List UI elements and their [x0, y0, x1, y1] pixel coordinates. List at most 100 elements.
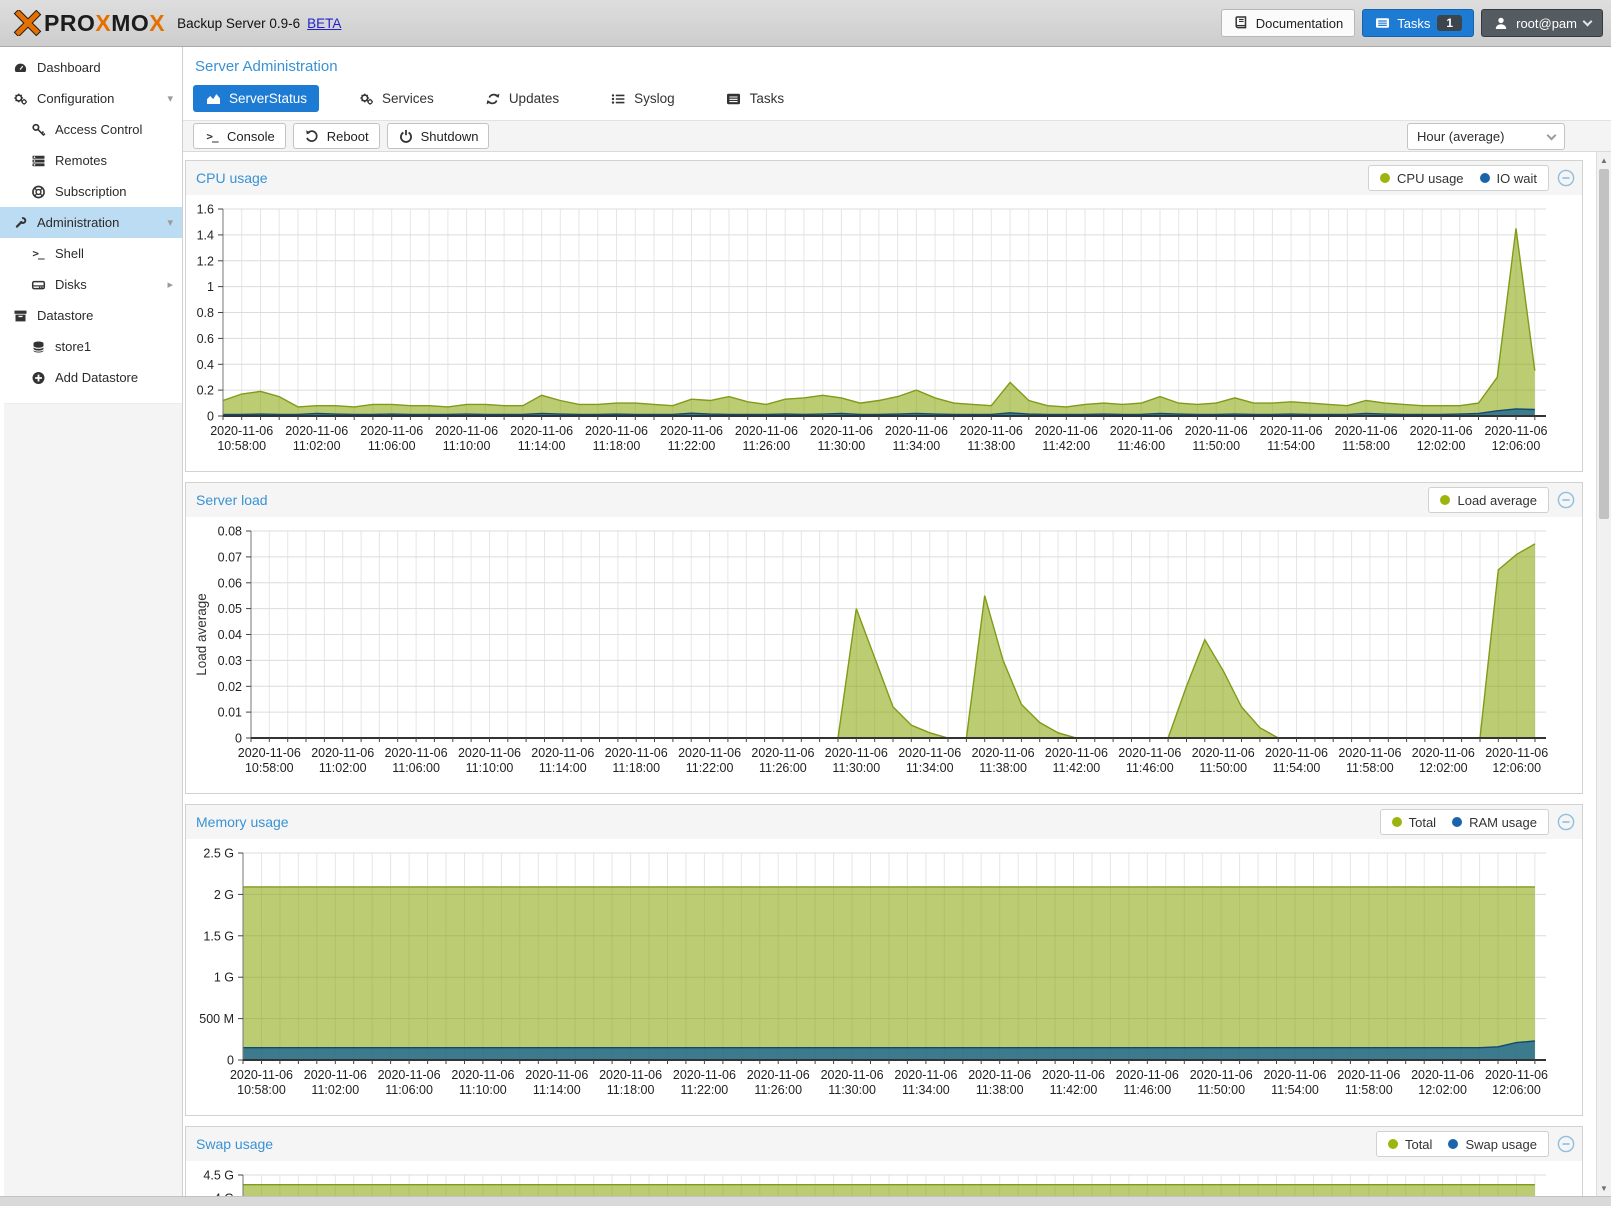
collapse-panel-button[interactable] — [1557, 169, 1575, 187]
svg-text:2020-11-0612:02:00: 2020-11-0612:02:00 — [1410, 424, 1473, 453]
svg-text:1.2: 1.2 — [197, 254, 214, 268]
tab-services[interactable]: Services — [346, 85, 446, 112]
svg-text:2020-11-0611:06:00: 2020-11-0611:06:00 — [360, 424, 423, 453]
svg-text:2020-11-0611:26:00: 2020-11-0611:26:00 — [735, 424, 798, 453]
tasks-button[interactable]: Tasks 1 — [1362, 9, 1474, 37]
svg-text:0.8: 0.8 — [197, 306, 214, 320]
svg-text:2020-11-0611:54:00: 2020-11-0611:54:00 — [1260, 424, 1323, 453]
svg-text:2020-11-0611:18:00: 2020-11-0611:18:00 — [585, 424, 648, 453]
tab-serverstatus[interactable]: ServerStatus — [193, 85, 319, 112]
documentation-button[interactable]: Documentation — [1221, 9, 1355, 37]
panel-title: Swap usage — [196, 1136, 273, 1152]
header-actions: Documentation Tasks 1 root@pam — [1221, 9, 1603, 37]
svg-text:2020-11-0611:14:00: 2020-11-0611:14:00 — [510, 424, 573, 453]
svg-text:2020-11-0611:54:00: 2020-11-0611:54:00 — [1263, 1068, 1326, 1097]
svg-text:2020-11-0611:18:00: 2020-11-0611:18:00 — [605, 746, 668, 775]
dashboard-icon — [12, 60, 28, 75]
reboot-button[interactable]: Reboot — [293, 123, 380, 149]
panel-header: CPU usage CPU usageIO wait — [186, 161, 1582, 195]
svg-text:2020-11-0610:58:00: 2020-11-0610:58:00 — [230, 1068, 293, 1097]
proxmox-logo: PROXMOX — [12, 10, 165, 37]
power-icon — [398, 129, 414, 144]
legend-dot — [1388, 1139, 1398, 1149]
svg-text:2020-11-0611:38:00: 2020-11-0611:38:00 — [968, 1068, 1031, 1097]
sidebar-item-label: Add Datastore — [55, 370, 138, 385]
vertical-scrollbar[interactable]: ▲ ▼ — [1596, 152, 1611, 1196]
cpu-usage-panel: CPU usage CPU usageIO wait 00.20.40.60.8… — [185, 160, 1583, 472]
sidebar-item-shell[interactable]: >_ Shell — [0, 238, 182, 269]
sidebar-item-administration[interactable]: Administration ▾ — [0, 207, 182, 238]
title-row: Server Administration — [183, 47, 1611, 79]
chevron-down-icon[interactable]: ▾ — [167, 216, 173, 229]
legend-item-swap-usage[interactable]: Swap usage — [1448, 1137, 1537, 1152]
page-title: Server Administration — [195, 58, 338, 75]
svg-text:2020-11-0611:14:00: 2020-11-0611:14:00 — [525, 1068, 588, 1097]
scroll-down-arrow[interactable]: ▼ — [1597, 1181, 1611, 1195]
tab-tasks[interactable]: Tasks — [714, 85, 797, 112]
chevron-down-icon[interactable]: ▾ — [167, 92, 173, 105]
beta-link[interactable]: BETA — [307, 16, 341, 31]
svg-text:2020-11-0611:18:00: 2020-11-0611:18:00 — [599, 1068, 662, 1097]
chevron-right-icon[interactable]: ▸ — [167, 278, 173, 291]
legend-item-total[interactable]: Total — [1388, 1137, 1432, 1152]
scroll-up-arrow[interactable]: ▲ — [1597, 153, 1611, 167]
svg-text:2020-11-0611:42:00: 2020-11-0611:42:00 — [1035, 424, 1098, 453]
tab-updates[interactable]: Updates — [473, 85, 571, 112]
sidebar-item-label: Shell — [55, 246, 84, 261]
svg-text:0.03: 0.03 — [218, 654, 242, 668]
sidebar-item-store1[interactable]: store1 — [0, 331, 182, 362]
gears-icon — [358, 91, 374, 106]
svg-text:2020-11-0611:38:00: 2020-11-0611:38:00 — [972, 746, 1035, 775]
user-menu-button[interactable]: root@pam — [1481, 9, 1603, 37]
legend-item-cpu-usage[interactable]: CPU usage — [1380, 171, 1463, 186]
shutdown-button[interactable]: Shutdown — [387, 123, 490, 149]
server-load-chart: 00.010.020.030.040.050.060.070.082020-11… — [187, 523, 1581, 789]
sidebar-item-remotes[interactable]: Remotes — [0, 145, 182, 176]
console-button[interactable]: >_ Console — [193, 123, 286, 149]
chart-legend: Total Swap usage — [1376, 1131, 1549, 1157]
collapse-panel-button[interactable] — [1557, 491, 1575, 509]
terminal-icon: >_ — [204, 129, 220, 144]
area-chart-icon — [205, 91, 221, 106]
svg-text:0.2: 0.2 — [197, 384, 214, 398]
legend-item-ram-usage[interactable]: RAM usage — [1452, 815, 1537, 830]
svg-text:2020-11-0611:22:00: 2020-11-0611:22:00 — [678, 746, 741, 775]
svg-text:0.05: 0.05 — [218, 602, 242, 616]
svg-text:2020-11-0611:54:00: 2020-11-0611:54:00 — [1265, 746, 1328, 775]
svg-text:0: 0 — [207, 410, 214, 424]
svg-text:2020-11-0611:06:00: 2020-11-0611:06:00 — [378, 1068, 441, 1097]
logo-text: PROXMOX — [44, 10, 165, 37]
svg-text:0.4: 0.4 — [197, 358, 214, 372]
svg-text:500 M: 500 M — [199, 1012, 234, 1026]
legend-dot — [1380, 173, 1390, 183]
sidebar-item-dashboard[interactable]: Dashboard — [0, 52, 182, 83]
collapse-panel-button[interactable] — [1557, 813, 1575, 831]
tab-syslog[interactable]: Syslog — [598, 85, 687, 112]
refresh-icon — [485, 91, 501, 106]
scrollbar-thumb[interactable] — [1599, 169, 1609, 519]
legend-item-total[interactable]: Total — [1392, 815, 1436, 830]
svg-text:2020-11-0611:02:00: 2020-11-0611:02:00 — [311, 746, 374, 775]
sidebar-item-label: Administration — [37, 215, 119, 230]
svg-text:2020-11-0611:38:00: 2020-11-0611:38:00 — [960, 424, 1023, 453]
legend-item-io-wait[interactable]: IO wait — [1480, 171, 1537, 186]
collapse-panel-button[interactable] — [1557, 1135, 1575, 1153]
plus-circle-icon — [30, 370, 46, 385]
legend-dot — [1448, 1139, 1458, 1149]
sidebar-item-add-datastore[interactable]: Add Datastore — [0, 362, 182, 393]
svg-text:1: 1 — [207, 280, 214, 294]
legend-item-load-average[interactable]: Load average — [1440, 493, 1537, 508]
sidebar-item-subscription[interactable]: Subscription — [0, 176, 182, 207]
time-range-select[interactable]: Hour (average) — [1407, 123, 1565, 150]
svg-text:2020-11-0611:58:00: 2020-11-0611:58:00 — [1337, 1068, 1400, 1097]
sidebar-item-label: Access Control — [55, 122, 142, 137]
svg-text:2020-11-0612:06:00: 2020-11-0612:06:00 — [1484, 424, 1547, 453]
sidebar-item-datastore[interactable]: Datastore — [0, 300, 182, 331]
svg-text:2020-11-0611:50:00: 2020-11-0611:50:00 — [1192, 746, 1255, 775]
svg-text:2020-11-0611:58:00: 2020-11-0611:58:00 — [1335, 424, 1398, 453]
sidebar-item-disks[interactable]: Disks ▸ — [0, 269, 182, 300]
legend-label: Total — [1405, 1137, 1432, 1152]
tasks-count-badge: 1 — [1437, 15, 1462, 31]
sidebar-item-access-control[interactable]: Access Control — [0, 114, 182, 145]
sidebar-item-configuration[interactable]: Configuration ▾ — [0, 83, 182, 114]
